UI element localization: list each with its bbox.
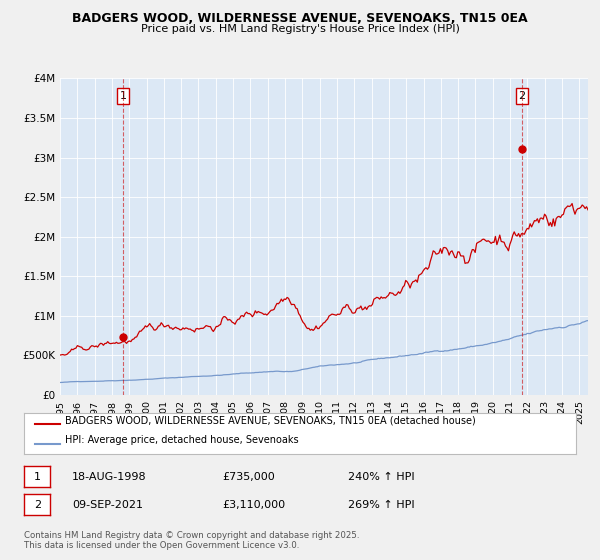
Text: £3,110,000: £3,110,000 (222, 500, 285, 510)
Text: HPI: Average price, detached house, Sevenoaks: HPI: Average price, detached house, Seve… (65, 435, 299, 445)
Text: 18-AUG-1998: 18-AUG-1998 (72, 472, 146, 482)
Text: Price paid vs. HM Land Registry's House Price Index (HPI): Price paid vs. HM Land Registry's House … (140, 24, 460, 34)
Text: 1: 1 (34, 472, 41, 482)
Text: 1: 1 (119, 91, 127, 101)
Text: 240% ↑ HPI: 240% ↑ HPI (348, 472, 415, 482)
Text: Contains HM Land Registry data © Crown copyright and database right 2025.
This d: Contains HM Land Registry data © Crown c… (24, 531, 359, 550)
Text: BADGERS WOOD, WILDERNESSE AVENUE, SEVENOAKS, TN15 0EA: BADGERS WOOD, WILDERNESSE AVENUE, SEVENO… (72, 12, 528, 25)
Text: 09-SEP-2021: 09-SEP-2021 (72, 500, 143, 510)
Text: £735,000: £735,000 (222, 472, 275, 482)
Text: 2: 2 (34, 500, 41, 510)
Text: 269% ↑ HPI: 269% ↑ HPI (348, 500, 415, 510)
Text: 2: 2 (518, 91, 526, 101)
Text: BADGERS WOOD, WILDERNESSE AVENUE, SEVENOAKS, TN15 0EA (detached house): BADGERS WOOD, WILDERNESSE AVENUE, SEVENO… (65, 416, 476, 426)
